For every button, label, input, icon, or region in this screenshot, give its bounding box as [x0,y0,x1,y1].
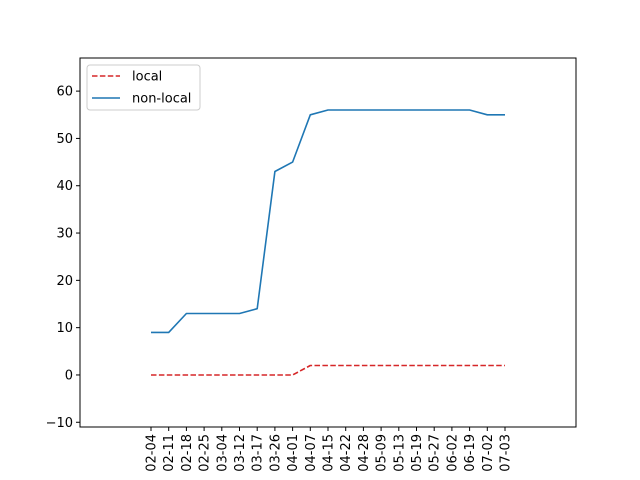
data-point-non-local [239,313,241,315]
x-tick-label: 04-01 [286,434,301,472]
x-tick-label: 02-25 [198,434,213,472]
x-tick-label: 04-07 [304,434,319,472]
data-point-non-local [486,114,488,116]
data-point-non-local [345,109,347,111]
data-point-local [239,374,241,376]
data-point-local [292,374,294,376]
data-point-local [203,374,205,376]
data-point-non-local [186,313,188,315]
data-point-non-local [168,332,170,334]
y-tick-label: 40 [56,179,73,194]
x-tick-label: 06-02 [445,434,460,472]
data-point-local [345,365,347,367]
x-axis: 02-04 02-11 02-18 02-25 03-04 03-12 03-17 03-26… [145,427,514,472]
legend: local non-local [86,64,201,111]
data-point-non-local [256,308,258,310]
x-tick-label: 07-03 [499,434,514,472]
data-point-non-local [433,109,435,111]
data-point-local [363,365,365,367]
data-point-non-local [380,109,382,111]
x-tick-label: 03-12 [233,434,248,472]
data-point-local [186,374,188,376]
x-tick-label: 04-28 [357,434,372,472]
x-tick-label: 04-15 [322,434,337,472]
data-point-non-local [363,109,365,111]
data-point-non-local [398,109,400,111]
x-tick-label: 02-18 [180,434,195,472]
data-point-non-local [150,332,152,334]
data-point-local [451,365,453,367]
data-point-non-local [274,171,276,173]
data-point-non-local [292,161,294,163]
data-point-non-local [504,114,506,116]
y-tick-label: 20 [56,274,73,289]
y-axis: −10 0 10 20 30 40 50 60 [46,85,80,431]
legend-label: local [132,70,162,85]
data-point-non-local [327,109,329,111]
data-point-local [416,365,418,367]
x-tick-label: 03-04 [215,434,230,472]
series-line-non-local [151,109,505,334]
data-point-local [433,365,435,367]
x-tick-label: 05-09 [375,434,390,472]
data-point-non-local [416,109,418,111]
plot-frame [79,57,577,428]
x-tick-label: 05-13 [392,434,407,472]
data-point-non-local [309,114,311,116]
legend-label: non-local [132,92,191,107]
x-tick-label: 05-19 [410,434,425,472]
x-tick-label: 02-11 [162,434,177,472]
y-tick-label: 30 [56,227,73,242]
series-layer [150,109,506,376]
x-tick-label: 04-22 [339,434,354,472]
x-tick-label: 05-27 [428,434,443,472]
data-point-non-local [221,313,223,315]
data-point-local [309,365,311,367]
data-point-local [469,365,471,367]
data-point-local [274,374,276,376]
data-point-non-local [469,109,471,111]
x-tick-label: 03-26 [268,434,283,472]
data-point-non-local [203,313,205,315]
data-point-local [380,365,382,367]
x-tick-label: 06-19 [463,434,478,472]
data-point-local [486,365,488,367]
data-point-local [398,365,400,367]
data-point-local [327,365,329,367]
x-tick-label: 07-02 [481,434,496,472]
data-point-local [504,365,506,367]
y-tick-label: 60 [56,85,73,100]
data-point-non-local [451,109,453,111]
y-tick-label: −10 [46,416,73,431]
data-point-local [168,374,170,376]
y-tick-label: 0 [65,368,73,383]
y-tick-label: 50 [56,132,73,147]
data-point-local [150,374,152,376]
y-tick-label: 10 [56,321,73,336]
data-point-local [256,374,258,376]
series-line-local [151,364,505,376]
x-tick-label: 03-17 [251,434,266,472]
x-tick-label: 02-04 [145,434,160,472]
data-point-local [221,374,223,376]
